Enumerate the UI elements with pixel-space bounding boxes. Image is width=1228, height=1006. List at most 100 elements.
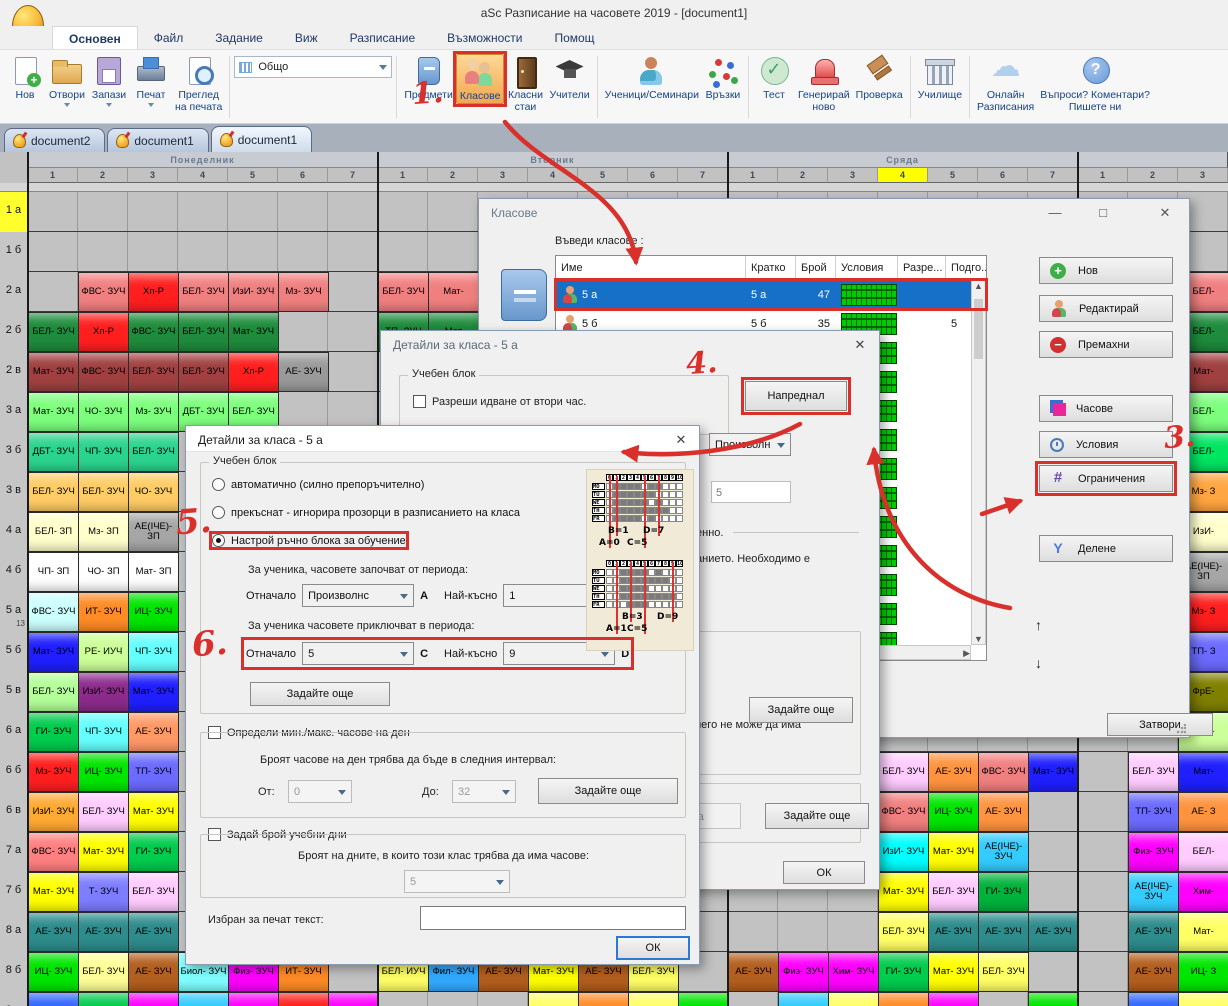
lesson-cell[interactable]: ИЦ- ЗУЧ: [928, 792, 979, 832]
set-more-button-back2[interactable]: Задайте още: [765, 803, 869, 829]
lesson-cell[interactable]: ФВС- ЗУЧ: [128, 312, 179, 352]
lesson-cell[interactable]: БЕЛ- ЗУЧ: [128, 872, 179, 912]
lesson-cell[interactable]: Мат- ЗУЧ: [928, 952, 979, 992]
lesson-cell[interactable]: Мз- ЗУЧ: [278, 992, 329, 1006]
btn-naprednal[interactable]: Напреднал: [745, 381, 847, 411]
menu-item-1[interactable]: Основен: [52, 26, 138, 49]
lesson-cell[interactable]: Мат- ЗУЧ: [828, 992, 879, 1006]
lesson-cell[interactable]: Инф- ЗУЧ: [878, 992, 929, 1006]
ribbon-button-online-timetables[interactable]: Онлайн Разписания: [974, 49, 1037, 114]
column-header[interactable]: Подго...: [946, 256, 986, 279]
lesson-cell[interactable]: Мз- ЗУЧ: [278, 272, 329, 312]
end-earliest-combo[interactable]: 5: [302, 642, 415, 665]
menu-item-2[interactable]: Файл: [153, 31, 184, 45]
ribbon-button-open[interactable]: Отвори: [46, 54, 88, 108]
lesson-cell[interactable]: БЕЛ- ЗУЧ: [378, 272, 429, 312]
document-tab-1[interactable]: document2: [4, 128, 106, 152]
lesson-cell[interactable]: ИзИ- ЗУЧ: [78, 672, 129, 712]
lesson-cell[interactable]: ЧП- ЗУЧ: [78, 712, 129, 752]
lesson-cell[interactable]: АЕ- ЗУЧ: [928, 752, 979, 792]
lesson-cell[interactable]: АЕ- ЗУЧ: [278, 352, 329, 392]
lesson-cell[interactable]: БЕЛ- ЗУЧ: [78, 792, 129, 832]
lesson-cell[interactable]: Мат- ЗУЧ: [128, 672, 179, 712]
btn-division[interactable]: Y Делене: [1039, 535, 1173, 562]
radio-icon[interactable]: [212, 506, 225, 519]
lesson-cell[interactable]: БЕЛ- ЗУЧ: [928, 872, 979, 912]
lesson-cell[interactable]: ЧО- ЗУЧ: [128, 472, 179, 512]
lesson-cell[interactable]: АЕ- ЗУЧ: [1028, 912, 1079, 952]
ribbon-button-verify[interactable]: Проверка: [853, 54, 906, 102]
lesson-cell[interactable]: БЕЛ- ЗУЧ: [178, 272, 229, 312]
minimize-icon[interactable]: —: [1048, 205, 1062, 220]
lesson-cell[interactable]: Хим- ЗУЧ: [928, 992, 979, 1006]
view-combo[interactable]: Общо: [234, 56, 393, 78]
lesson-cell[interactable]: Хим- ЗУЧ: [828, 952, 879, 992]
lesson-cell[interactable]: ИТ- ЗУЧ: [78, 592, 129, 632]
radio-option-2[interactable]: прекъснат - игнорира прозорци в разписан…: [212, 506, 520, 519]
lesson-cell[interactable]: БЕЛ- ЗП: [28, 512, 79, 552]
move-up-icon[interactable]: ↑: [1035, 617, 1042, 633]
ribbon-button-test[interactable]: Тест: [753, 54, 795, 102]
back-combo[interactable]: Произволн: [709, 433, 791, 456]
allow-second-period-checkbox[interactable]: Разреши идване от втори час.: [413, 395, 586, 408]
lesson-cell[interactable]: БЕЛ- ЗУЧ: [78, 952, 129, 992]
column-header[interactable]: Брой: [796, 256, 836, 279]
lesson-cell[interactable]: БЕЛ-: [1178, 992, 1228, 1006]
lesson-cell[interactable]: АЕ- ЗУЧ: [28, 912, 79, 952]
menu-item-6[interactable]: Възможности: [447, 31, 523, 45]
lesson-cell[interactable]: Мат- ЗУЧ: [628, 992, 679, 1006]
lesson-cell[interactable]: Т- ЗУЧ: [78, 872, 129, 912]
set-more-button[interactable]: Задайте още: [250, 682, 390, 706]
resize-grip[interactable]: [1176, 724, 1186, 734]
lesson-cell[interactable]: БЕЛ- ЗУЧ: [528, 992, 579, 1006]
lesson-cell[interactable]: ЧО- ЗП: [78, 552, 129, 592]
lesson-cell[interactable]: ТП- ЗУЧ: [128, 752, 179, 792]
lesson-cell[interactable]: ИзИ- ЗУЧ: [878, 832, 929, 872]
maximize-icon[interactable]: □: [1099, 205, 1107, 220]
lesson-cell[interactable]: ИзИ- ЗУЧ: [28, 792, 79, 832]
ribbon-button-questions[interactable]: Въпроси? Коментари? Пишете ни: [1037, 54, 1153, 114]
lesson-cell[interactable]: АЕ- ЗУЧ: [128, 952, 179, 992]
lesson-cell[interactable]: БЕЛ- ЗУЧ: [28, 672, 79, 712]
lesson-cell[interactable]: Хим- ЗУЧ: [128, 992, 179, 1006]
ribbon-button-subjects[interactable]: Предмети: [401, 54, 456, 102]
lesson-cell[interactable]: ЧО- ЗУЧ: [78, 392, 129, 432]
lesson-cell[interactable]: ГИ- ЗУЧ: [128, 832, 179, 872]
lesson-cell[interactable]: Мат-: [1178, 912, 1228, 952]
btn-conditions[interactable]: Условия: [1039, 431, 1173, 458]
lesson-cell[interactable]: Мат-: [1178, 752, 1228, 792]
lesson-cell[interactable]: Мз- ЗУЧ: [128, 392, 179, 432]
menu-item-7[interactable]: Помощ: [554, 31, 595, 45]
lesson-cell[interactable]: АЕ- ЗУЧ: [78, 912, 129, 952]
lesson-cell[interactable]: Мат- ЗП: [128, 552, 179, 592]
lesson-cell[interactable]: АЕ(IIЧЕ)-: [778, 992, 829, 1006]
back-number-input[interactable]: 5: [711, 481, 791, 503]
column-header[interactable]: Кратко: [746, 256, 796, 279]
lesson-cell[interactable]: Хп-Р: [128, 272, 179, 312]
set-more-button-back[interactable]: Задайте още: [749, 697, 853, 723]
lesson-cell[interactable]: БЕЛ- ЗУЧ: [28, 312, 79, 352]
ribbon-button-school[interactable]: Училище: [915, 54, 965, 102]
lesson-cell[interactable]: ГИ- ЗУЧ: [28, 712, 79, 752]
checkbox-icon[interactable]: [413, 395, 426, 408]
ribbon-button-new[interactable]: Нов: [4, 54, 46, 102]
ribbon-button-classrooms[interactable]: Класни стаи: [504, 54, 546, 114]
lesson-cell[interactable]: ГИ- ЗУЧ: [978, 872, 1029, 912]
lesson-cell[interactable]: АЕ(IIЧЕ)-: [178, 992, 229, 1006]
move-down-icon[interactable]: ↓: [1035, 655, 1042, 671]
lesson-cell[interactable]: ЧП- ЗП: [28, 552, 79, 592]
column-header[interactable]: Име: [556, 256, 746, 279]
lesson-cell[interactable]: ЧП- ЗУЧ: [128, 632, 179, 672]
lesson-cell[interactable]: Физ- ЗУЧ: [1128, 832, 1179, 872]
ok-button-back[interactable]: ОК: [783, 861, 865, 884]
lesson-cell[interactable]: АЕ(IЧЕ)-ЗУЧ: [1128, 872, 1179, 912]
lesson-cell[interactable]: АЕ- ЗУЧ: [128, 712, 179, 752]
lesson-cell[interactable]: АЕ- ЗУЧ: [728, 952, 779, 992]
lesson-cell[interactable]: Мат- ЗУЧ: [1028, 752, 1079, 792]
lesson-cell[interactable]: БЕЛ- ЗУЧ: [78, 472, 129, 512]
btn-remove-class[interactable]: − Премахни: [1039, 331, 1173, 358]
lesson-cell[interactable]: БЕЛ-: [1178, 832, 1228, 872]
lesson-cell[interactable]: ФВС- ЗУЧ: [78, 272, 129, 312]
